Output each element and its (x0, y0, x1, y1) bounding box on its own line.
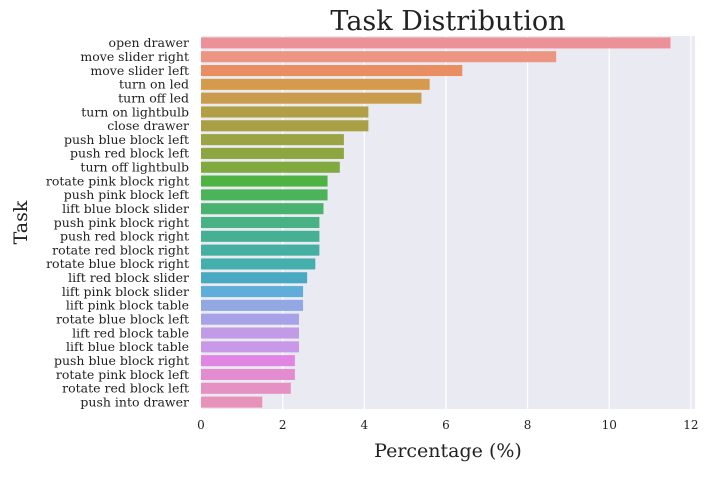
bar (201, 313, 299, 325)
category-label: move slider left (90, 63, 189, 78)
bar (201, 244, 320, 256)
category-label: lift blue block table (66, 339, 189, 354)
category-label: rotate blue block left (56, 312, 189, 327)
category-label: rotate pink block right (46, 173, 189, 188)
bar (201, 175, 328, 187)
category-label: rotate red block left (62, 381, 189, 396)
x-tick-label: 12 (683, 418, 698, 432)
y-axis-label: Task (10, 200, 32, 244)
bar (201, 106, 369, 118)
category-label: turn on led (119, 77, 189, 92)
x-axis-label: Percentage (%) (374, 440, 522, 462)
bar (201, 299, 304, 311)
category-label: push red block right (60, 229, 189, 244)
x-tick-label: 4 (360, 418, 368, 432)
category-label: rotate pink block left (56, 367, 189, 382)
x-tick-label: 2 (279, 418, 287, 432)
category-label: lift red block slider (68, 270, 189, 285)
category-label: push blue block right (54, 353, 189, 368)
bar (201, 327, 299, 339)
category-label: lift blue block slider (62, 201, 189, 216)
bar (201, 286, 304, 298)
bar (201, 230, 320, 242)
bar (201, 258, 316, 270)
bar (201, 37, 671, 49)
category-label: close drawer (107, 118, 189, 133)
bars (201, 37, 671, 408)
category-label: lift pink block table (66, 298, 189, 313)
category-label: turn on lightbulb (81, 104, 189, 119)
bar (201, 355, 295, 367)
bar (201, 161, 340, 173)
x-tick-label: 6 (442, 418, 450, 432)
category-label: rotate blue block right (46, 256, 189, 271)
chart-title: Task Distribution (330, 6, 565, 37)
bar (201, 368, 295, 380)
bar (201, 78, 430, 90)
bar (201, 134, 344, 146)
bar (201, 51, 557, 63)
x-tick-label: 8 (524, 418, 532, 432)
category-label: push pink block left (64, 187, 189, 202)
category-label: turn off lightbulb (80, 160, 189, 175)
bar (201, 272, 308, 284)
category-label: push red block left (70, 146, 189, 161)
category-label: rotate red block right (52, 242, 189, 257)
category-label: open drawer (109, 35, 189, 50)
x-tick-label: 10 (602, 418, 617, 432)
category-label: move slider right (80, 49, 189, 64)
category-label: lift pink block slider (62, 284, 189, 299)
x-tick-label: 0 (197, 418, 205, 432)
category-label: turn off led (118, 90, 189, 105)
bar (201, 382, 291, 394)
category-label: push blue block left (64, 132, 189, 147)
bar (201, 65, 463, 77)
bar (201, 203, 324, 215)
bar (201, 216, 320, 229)
bar (201, 147, 344, 159)
bar (201, 341, 299, 353)
category-label: lift red block table (72, 325, 189, 340)
bar (201, 189, 328, 201)
bar (201, 396, 263, 408)
bar (201, 120, 369, 132)
bar (201, 92, 422, 104)
x-tick-labels: 0 2 4 6 8 10 12 (197, 418, 698, 432)
category-label: push into drawer (80, 394, 189, 409)
category-label: push pink block right (54, 215, 189, 230)
